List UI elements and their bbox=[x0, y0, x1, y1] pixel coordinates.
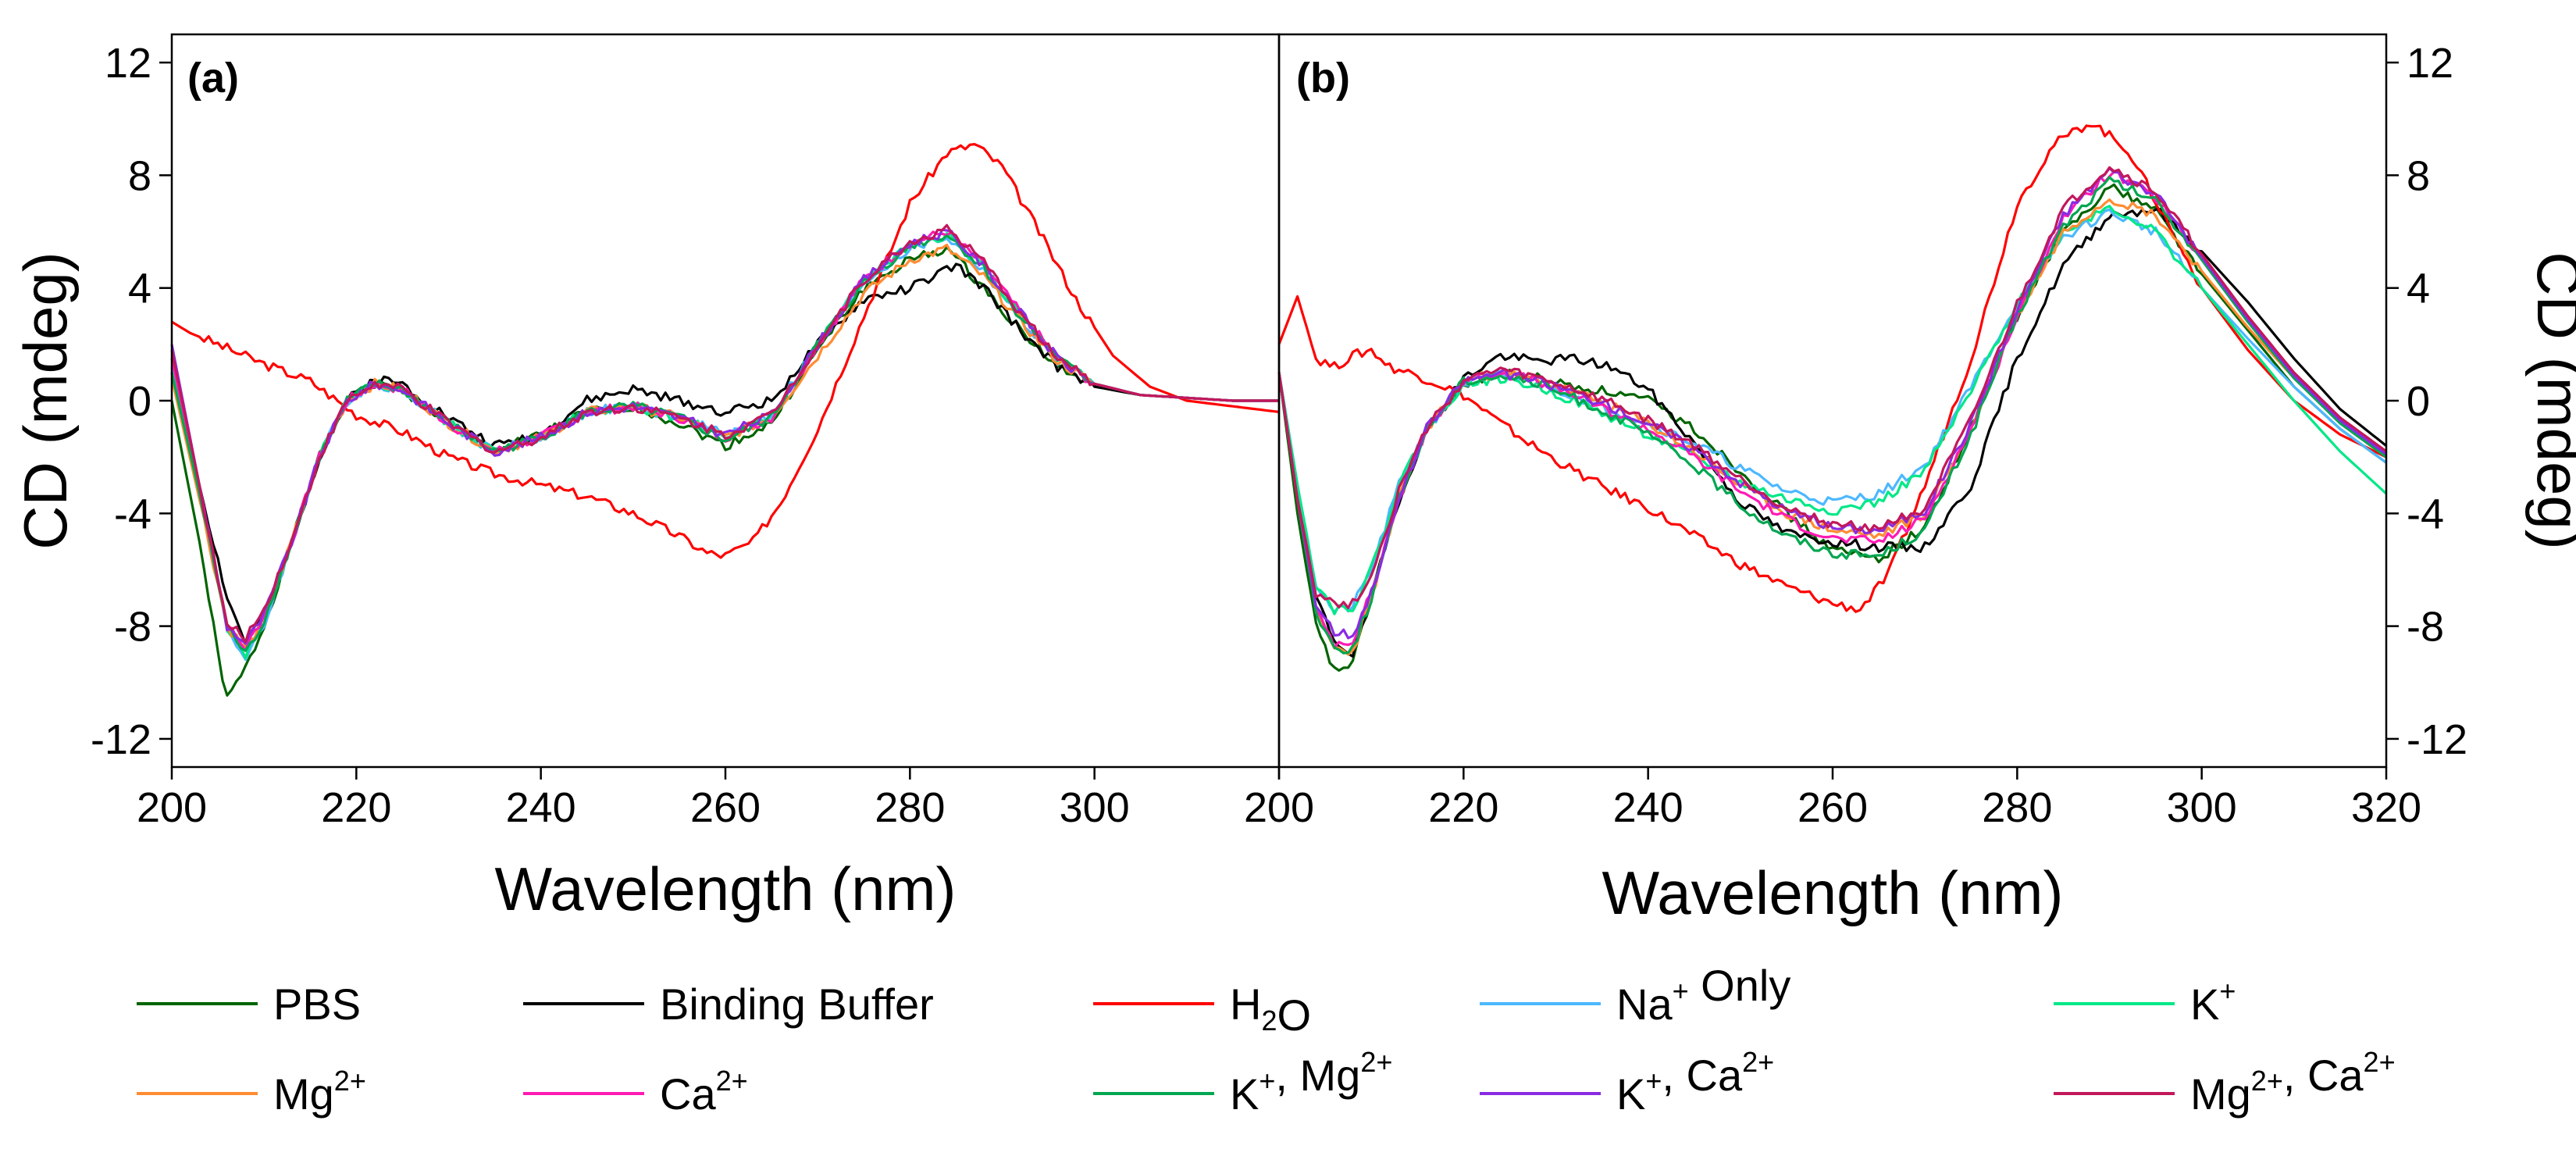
legend-item-k: K+ bbox=[2054, 975, 2236, 1029]
legend-item-pbs: PBS bbox=[137, 980, 361, 1029]
y-tick-label: 4 bbox=[2407, 266, 2430, 312]
panel-b-label: (b) bbox=[1296, 55, 1350, 102]
panel-b-series-kmg bbox=[1277, 176, 2387, 655]
x-tick-label: 280 bbox=[875, 784, 945, 831]
x-tick-label: 240 bbox=[1613, 784, 1683, 831]
panel-a-axes: 200 220 240 260 280 300 -12 -8 -4 0 4 8 12 bbox=[91, 40, 1281, 831]
legend-item-h2o: H2O bbox=[1093, 980, 1311, 1040]
x-tick-label: 220 bbox=[1428, 784, 1498, 831]
panel-b-series-lines bbox=[1277, 124, 2388, 673]
legend-item-kca: K+, Ca2+ bbox=[1480, 1046, 1774, 1119]
legend-label-ca: Ca2+ bbox=[660, 1065, 748, 1119]
panel-a-x-axis-title: Wavelength (nm) bbox=[495, 855, 957, 923]
y-tick-label: -8 bbox=[2407, 604, 2444, 651]
legend-item-mgca: Mg2+, Ca2+ bbox=[2054, 1046, 2396, 1119]
legend-label-mgca: Mg2+, Ca2+ bbox=[2190, 1046, 2396, 1119]
legend-item-na: Na+ Only bbox=[1480, 961, 1790, 1029]
y-tick-label: 0 bbox=[128, 378, 151, 425]
panel-b-x-axis-title: Wavelength (nm) bbox=[1602, 858, 2064, 927]
legend-label-mg: Mg2+ bbox=[273, 1065, 366, 1119]
legend-item-kmg: K+, Mg2+ bbox=[1093, 1046, 1392, 1119]
y-tick-label: 0 bbox=[2407, 378, 2430, 425]
y-tick-label: -12 bbox=[91, 716, 151, 763]
legend-label-bb: Binding Buffer bbox=[660, 980, 934, 1029]
panel-b-y-axis-title: CD (mdeg) bbox=[2524, 252, 2576, 549]
y-tick-label: 8 bbox=[2407, 152, 2430, 199]
x-tick-label: 260 bbox=[690, 784, 761, 831]
x-tick-label: 240 bbox=[506, 784, 576, 831]
y-tick-label: -8 bbox=[114, 604, 151, 651]
y-tick-label: -4 bbox=[114, 491, 151, 537]
x-tick-label: 280 bbox=[1982, 784, 2052, 831]
x-tick-label: 300 bbox=[1060, 784, 1130, 831]
panel-b-series-mgca bbox=[1277, 166, 2387, 610]
y-tick-label: 8 bbox=[128, 152, 151, 199]
y-tick-label: -4 bbox=[2407, 491, 2444, 537]
panel-a-label: (a) bbox=[187, 55, 239, 102]
x-tick-label: 200 bbox=[137, 784, 207, 831]
legend-label-pbs: PBS bbox=[273, 980, 361, 1029]
panel-b-series-bb bbox=[1277, 208, 2387, 658]
x-tick-label: 220 bbox=[321, 784, 391, 831]
legend: PBS Binding Buffer H2O Na+ Only K+ Mg2+ Ca2+ K+… bbox=[137, 961, 2396, 1119]
x-tick-label: 200 bbox=[1244, 784, 1314, 831]
legend-item-ca: Ca2+ bbox=[523, 1065, 748, 1119]
x-tick-label: 320 bbox=[2351, 784, 2421, 831]
legend-label-kmg: K+, Mg2+ bbox=[1230, 1046, 1392, 1119]
y-tick-label: 12 bbox=[2407, 40, 2453, 87]
panel-a-y-axis-title: CD (mdeg) bbox=[11, 252, 80, 549]
panel-a-series-h2o bbox=[171, 143, 1280, 559]
panel-a-series-lines bbox=[170, 143, 1280, 697]
x-tick-label: 300 bbox=[2167, 784, 2237, 831]
legend-label-k: K+ bbox=[2190, 975, 2236, 1029]
panel-b-axes: 200 220 240 260 280 300 320 -12 -8 -4 0 4 8 12 bbox=[1244, 40, 2467, 831]
legend-label-kca: K+, Ca2+ bbox=[1616, 1046, 1774, 1119]
panel-a: 200 220 240 260 280 300 -12 -8 -4 0 4 8 12 (a) Wavel… bbox=[11, 33, 1281, 923]
panel-a-series-mgca bbox=[170, 223, 1279, 644]
legend-label-h2o: H2O bbox=[1230, 980, 1311, 1040]
panel-b: 200 220 240 260 280 300 320 -12 -8 -4 0 4 8 12 (b) Wa… bbox=[1244, 33, 2576, 927]
y-tick-label: 12 bbox=[105, 40, 151, 87]
legend-item-bb: Binding Buffer bbox=[523, 980, 934, 1029]
y-tick-label: 4 bbox=[128, 266, 151, 312]
legend-label-na: Na+ Only bbox=[1616, 961, 1790, 1029]
panel-b-series-kca bbox=[1277, 166, 2387, 640]
x-tick-label: 260 bbox=[1797, 784, 1868, 831]
legend-item-mg: Mg2+ bbox=[137, 1065, 366, 1119]
y-tick-label: -12 bbox=[2407, 716, 2467, 763]
